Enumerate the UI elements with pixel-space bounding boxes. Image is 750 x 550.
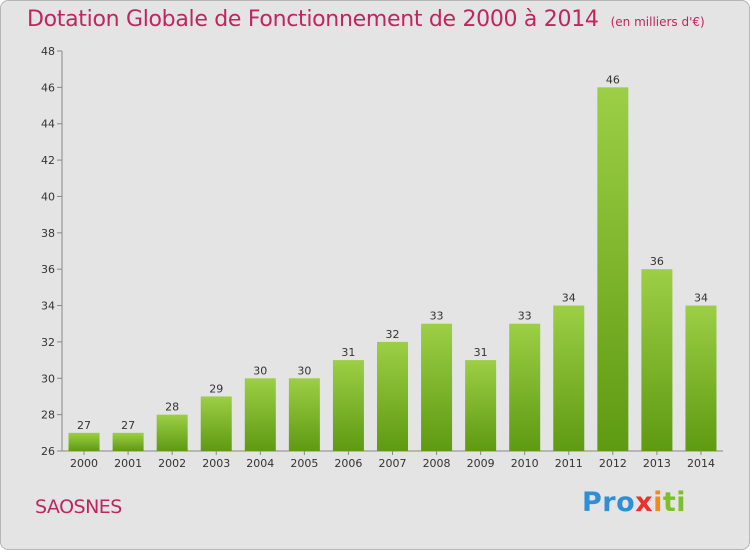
x-tick-label-2001: 2001 [114, 457, 142, 470]
value-label-2000: 27 [77, 419, 91, 432]
x-tick-label-2005: 2005 [290, 457, 318, 470]
chart-value-labels: 27 27 28 29 30 30 31 32 33 31 33 34 46 36 34 [77, 73, 708, 431]
y-tick-label: 26 [41, 445, 55, 458]
unit-note: (en milliers d'€) [610, 15, 705, 29]
bar-2008 [421, 323, 453, 451]
y-tick-label: 30 [41, 372, 55, 385]
value-label-2006: 31 [341, 346, 355, 359]
bar-2002 [156, 414, 188, 451]
x-tick-label-2011: 2011 [555, 457, 583, 470]
bar-2000 [68, 432, 100, 451]
y-tick-label: 40 [41, 190, 55, 203]
bar-2007 [377, 341, 408, 451]
y-tick-label: 32 [41, 336, 55, 349]
value-label-2004: 30 [253, 364, 267, 377]
x-tick-label-2000: 2000 [70, 457, 98, 470]
value-label-2005: 30 [297, 364, 311, 377]
chart-title: Dotation Globale de Fonctionnement de 20… [27, 7, 705, 32]
value-label-2007: 32 [386, 328, 400, 341]
x-tick-label-2002: 2002 [158, 457, 186, 470]
x-tick-label-2013: 2013 [643, 457, 671, 470]
chart-bars [68, 87, 717, 451]
bar-2012 [597, 87, 629, 451]
logo-part-3: i [653, 487, 663, 518]
y-tick-label: 38 [41, 227, 55, 240]
value-label-2013: 36 [650, 255, 664, 268]
bar-2005 [288, 378, 320, 451]
value-label-2009: 31 [474, 346, 488, 359]
bar-2006 [332, 360, 364, 451]
y-tick-label: 28 [41, 409, 55, 422]
chart-axes: 26 28 30 32 34 36 38 40 42 44 46 48 [41, 45, 723, 458]
bar-2003 [200, 396, 232, 451]
x-tick-label-2006: 2006 [334, 457, 362, 470]
x-tick-label-2012: 2012 [599, 457, 627, 470]
bar-2014 [685, 305, 717, 451]
value-label-2010: 33 [518, 310, 532, 323]
value-label-2011: 34 [562, 292, 576, 305]
x-tick-label-2010: 2010 [511, 457, 539, 470]
commune-name: SAOSNES [35, 496, 122, 518]
logo-part-2: x [635, 487, 654, 518]
proxiti-logo: Proxiti [582, 487, 686, 518]
y-tick-label: 48 [41, 45, 55, 58]
value-label-2014: 34 [694, 292, 708, 305]
value-label-2008: 33 [430, 310, 444, 323]
y-tick-label: 36 [41, 263, 55, 276]
bar-2004 [244, 378, 276, 451]
x-tick-label-2007: 2007 [379, 457, 407, 470]
bar-2013 [641, 269, 673, 451]
x-tick-label-2009: 2009 [467, 457, 495, 470]
logo-part-4: ti [662, 487, 687, 518]
value-label-2003: 29 [209, 382, 223, 395]
value-label-2002: 28 [165, 401, 179, 414]
value-label-2012: 46 [606, 73, 620, 86]
logo-part-1: Pro [582, 487, 636, 518]
x-tick-label-2008: 2008 [423, 457, 451, 470]
y-tick-label: 46 [41, 81, 55, 94]
chart-x-labels: 2000 2001 2002 2003 2004 2005 2006 2007 2008 2009… [70, 451, 715, 470]
bar-2001 [112, 432, 144, 451]
chart-title-text: Dotation Globale de Fonctionnement de 20… [27, 7, 599, 32]
bar-2009 [465, 360, 497, 451]
y-tick-label: 34 [41, 300, 55, 313]
x-tick-label-2014: 2014 [687, 457, 715, 470]
bar-2010 [509, 323, 541, 451]
x-tick-label-2004: 2004 [246, 457, 274, 470]
y-tick-label: 44 [41, 118, 55, 131]
y-tick-label: 42 [41, 154, 55, 167]
bar-2011 [553, 305, 585, 451]
x-tick-label-2003: 2003 [202, 457, 230, 470]
value-label-2001: 27 [121, 419, 135, 432]
